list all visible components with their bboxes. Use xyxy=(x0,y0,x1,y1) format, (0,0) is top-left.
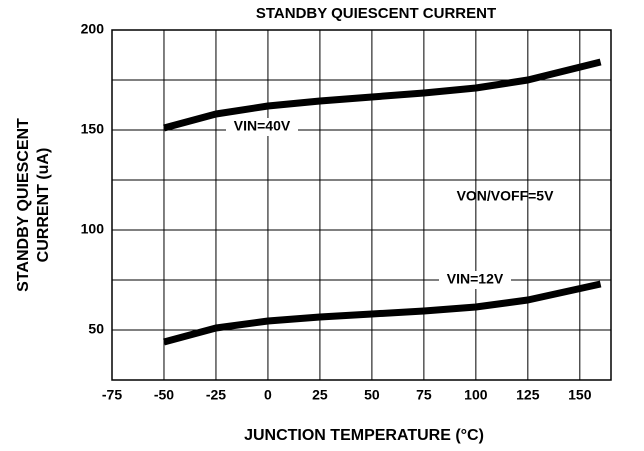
x-tick-label: -50 xyxy=(154,387,174,403)
x-tick-label: -25 xyxy=(206,387,226,403)
y-tick-label: 50 xyxy=(88,321,104,337)
x-tick-label: 75 xyxy=(416,387,432,403)
data-line xyxy=(163,280,602,346)
x-tick-label: 25 xyxy=(312,387,328,403)
y-axis-label: STANDBY QUIESCENT xyxy=(15,118,32,292)
x-tick-label: -75 xyxy=(102,387,122,403)
plot-frame xyxy=(111,29,612,381)
chart-title: STANDBY QUIESCENT CURRENT xyxy=(256,5,496,22)
x-tick-label: 125 xyxy=(516,387,540,403)
x-tick-label: 0 xyxy=(264,387,272,403)
series-label: VIN=40V xyxy=(234,118,291,134)
y-axis-label: CURRENT (uA) xyxy=(35,148,52,263)
y-tick-label: 200 xyxy=(81,21,105,37)
x-axis-label: JUNCTION TEMPERATURE (°C) xyxy=(244,427,484,444)
annotation: VON/VOFF=5V xyxy=(457,188,555,204)
label-bg xyxy=(439,271,511,289)
series-label: VIN=12V xyxy=(447,271,504,287)
y-tick-label: 100 xyxy=(81,221,105,237)
x-tick-label: 100 xyxy=(464,387,488,403)
y-tick-label: 150 xyxy=(81,121,105,137)
data-line xyxy=(163,58,602,132)
label-bg xyxy=(226,118,298,136)
x-tick-label: 50 xyxy=(364,387,380,403)
x-tick-label: 150 xyxy=(568,387,592,403)
